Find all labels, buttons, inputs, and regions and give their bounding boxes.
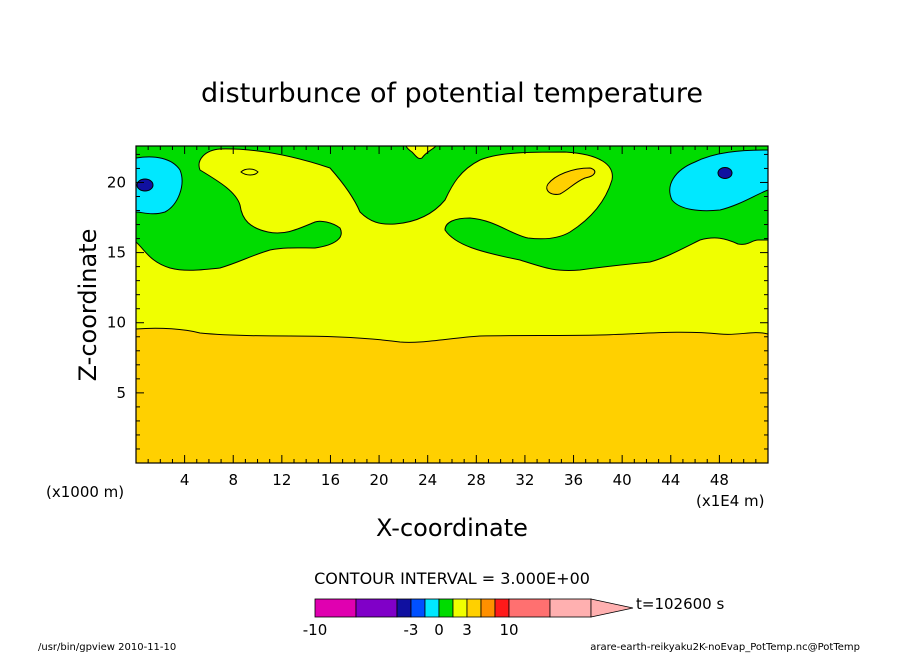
x-tick-label: 16 <box>321 471 340 489</box>
x-tick-label: 24 <box>418 471 437 489</box>
x-tick-label: 48 <box>710 471 729 489</box>
region-orange-blob-2 <box>240 168 259 176</box>
y-axis-label: Z-coordinate <box>74 229 102 382</box>
colorbar-segment <box>355 598 398 618</box>
x-tick-label: 8 <box>228 471 238 489</box>
y-tick-label: 5 <box>116 384 126 402</box>
y-tick-label: 20 <box>107 173 126 191</box>
colorbar-label: 0 <box>434 621 444 639</box>
region-orange-blob-1 <box>546 167 596 195</box>
x-tick-label: 32 <box>515 471 534 489</box>
colorbar-segment <box>438 598 454 618</box>
x-tick-label: 40 <box>613 471 632 489</box>
colorbar-segment <box>494 598 510 618</box>
y-tick-label: 15 <box>107 244 126 262</box>
colorbar-segment <box>452 598 468 618</box>
contour-interval: CONTOUR INTERVAL = 3.000E+00 <box>314 569 590 588</box>
region-orange <box>136 327 768 463</box>
colorbar-segment <box>396 598 412 618</box>
region-cyan-left <box>136 156 183 215</box>
x-tick-label: 28 <box>467 471 486 489</box>
colorbar: -10 -3 0 3 10 <box>303 598 634 639</box>
chart-title: disturbunce of potential temperature <box>201 78 703 109</box>
colorbar-label: -3 <box>404 621 419 639</box>
time-label: t=102600 s <box>636 595 724 613</box>
colorbar-label: -10 <box>303 621 328 639</box>
colorbar-segment <box>424 598 440 618</box>
x-tick-label: 12 <box>272 471 291 489</box>
colorbar-segment <box>549 598 592 618</box>
colorbar-extend-triangle <box>590 598 634 618</box>
x-tick-label: 36 <box>564 471 583 489</box>
colorbar-segment <box>466 598 482 618</box>
footer-right: arare-earth-reikyaku2K-noEvap_PotTemp.nc… <box>590 642 860 653</box>
region-blue-right <box>717 167 733 179</box>
x-unit-note: (x1E4 m) <box>696 492 765 510</box>
region-blue-left <box>136 178 154 192</box>
colorbar-segment <box>480 598 496 618</box>
footer-left: /usr/bin/gpview 2010-11-10 <box>38 642 176 653</box>
y-unit-note: (x1000 m) <box>46 483 124 501</box>
colorbar-segment <box>508 598 551 618</box>
region-cyan-right <box>669 149 768 212</box>
region-yellow-top <box>405 146 437 159</box>
y-tick-label: 10 <box>107 314 126 332</box>
x-axis-label: X-coordinate <box>376 514 528 542</box>
colorbar-label: 10 <box>499 621 518 639</box>
x-tick-label: 44 <box>661 471 680 489</box>
colorbar-segment <box>410 598 426 618</box>
x-tick-label: 4 <box>180 471 190 489</box>
colorbar-label: 3 <box>462 621 472 639</box>
colorbar-segment <box>314 598 357 618</box>
x-tick-label: 20 <box>370 471 389 489</box>
